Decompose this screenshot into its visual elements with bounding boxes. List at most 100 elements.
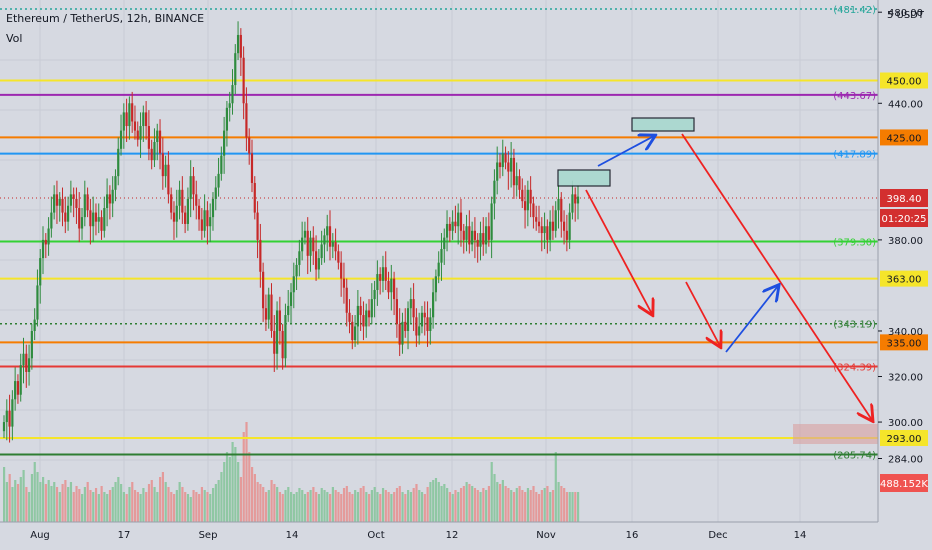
candle-body: [479, 233, 482, 247]
blue-arrow: [725, 286, 778, 353]
volume-bar: [94, 488, 98, 522]
volume-bar: [125, 494, 128, 522]
volume-bar: [200, 487, 204, 522]
candle-body: [412, 299, 415, 318]
volume-bar: [362, 486, 365, 522]
trade-drawings[interactable]: [557, 117, 878, 444]
volume-bar: [529, 490, 532, 522]
volume-bar: [53, 482, 56, 522]
volume-bar: [69, 482, 73, 522]
candle-body: [337, 251, 340, 263]
volume-bar: [398, 486, 401, 522]
volume-bar: [440, 486, 443, 522]
candle-body: [147, 126, 150, 149]
volume-bar: [418, 490, 421, 522]
level-label: (343.19): [833, 320, 876, 331]
volume-bar: [568, 492, 571, 522]
volume-bar: [290, 492, 293, 522]
candle-body: [5, 410, 8, 423]
candle-body: [365, 310, 368, 327]
volume-bar: [284, 490, 287, 522]
candle-body: [426, 317, 429, 331]
volume-bar: [393, 492, 396, 522]
time-axis[interactable]: Aug 17 Sep 14 Oct 12 Nov 16 Dec 14: [0, 521, 932, 550]
volume-bar: [231, 442, 234, 522]
candle-body: [55, 194, 59, 206]
candle-body: [521, 189, 524, 202]
volume-bar: [203, 490, 206, 522]
candle-body: [448, 223, 451, 231]
candle-body: [390, 278, 393, 293]
candle-body: [250, 153, 254, 183]
candle-body: [197, 205, 201, 220]
candle-body: [398, 324, 401, 345]
candle-body: [94, 212, 98, 222]
red-arrow: [681, 133, 872, 420]
candle-body: [284, 315, 287, 359]
price-axis[interactable]: 450.00 425.00 363.00 335.00 293.00 480.00 440.…: [877, 0, 932, 522]
candle-body: [53, 194, 56, 213]
candle-body: [167, 164, 170, 195]
candle-body: [560, 198, 563, 222]
candle-body: [262, 271, 265, 309]
candle-body: [270, 294, 273, 331]
time-tick-label: Nov: [536, 530, 556, 541]
candle-body: [384, 267, 387, 281]
level-label: (324.39): [833, 363, 876, 374]
volume-bar: [67, 487, 70, 522]
volume-bar: [47, 480, 50, 522]
symbol-title[interactable]: Ethereum / TetherUS, 12h, BINANCE: [6, 12, 205, 25]
volume-bar: [401, 492, 404, 522]
red-arrow: [685, 281, 720, 346]
candle-body: [298, 251, 301, 265]
volume-bar: [540, 490, 543, 522]
candle-body: [158, 130, 162, 154]
candle-body: [529, 189, 532, 204]
volume-bar: [292, 494, 295, 522]
candle-body: [33, 319, 36, 331]
volume-bar: [5, 482, 8, 522]
candle-body: [557, 198, 560, 211]
candle-body: [376, 274, 379, 290]
volume-bar: [348, 492, 351, 522]
candle-body: [515, 176, 518, 186]
volume-bar: [245, 422, 248, 522]
volume-bar: [273, 484, 276, 522]
candle-body: [97, 217, 100, 222]
volume-bar: [537, 494, 541, 522]
candle-body: [309, 237, 312, 256]
volume-bar: [317, 494, 321, 522]
candle-body: [401, 321, 404, 345]
volume-bar: [301, 490, 304, 522]
candle-body: [540, 226, 543, 234]
candle-body: [39, 258, 42, 286]
volume-bar: [25, 487, 28, 522]
volume-bar: [482, 488, 485, 522]
candle-body: [418, 326, 421, 336]
volume-bar: [340, 494, 343, 522]
volume-bar: [108, 490, 112, 522]
volume-bar: [281, 494, 284, 522]
candle-body: [562, 221, 566, 231]
candle-body: [518, 176, 521, 190]
horizontal-levels[interactable]: (481.42) (443.67) (417.89) (379.30) (343.19)…: [0, 5, 878, 462]
volume-bar: [390, 494, 393, 522]
volume-bar: [354, 490, 357, 522]
volume-bar: [153, 487, 156, 522]
volume-bar: [565, 492, 569, 522]
volume-bar: [167, 487, 170, 522]
candle-body: [351, 321, 354, 341]
candle-body: [465, 226, 468, 240]
level-tag: [880, 429, 928, 446]
volume-bar: [86, 482, 89, 522]
candle-body: [306, 230, 309, 256]
candle-body: [245, 103, 248, 138]
volume-bar: [404, 494, 407, 522]
level-tag-label: 335.00: [887, 338, 922, 349]
volume-bar: [320, 488, 323, 522]
candle-body: [2, 422, 6, 432]
candle-body: [236, 34, 240, 54]
candle-body: [281, 330, 284, 359]
indicator-label[interactable]: Vol: [6, 32, 23, 45]
